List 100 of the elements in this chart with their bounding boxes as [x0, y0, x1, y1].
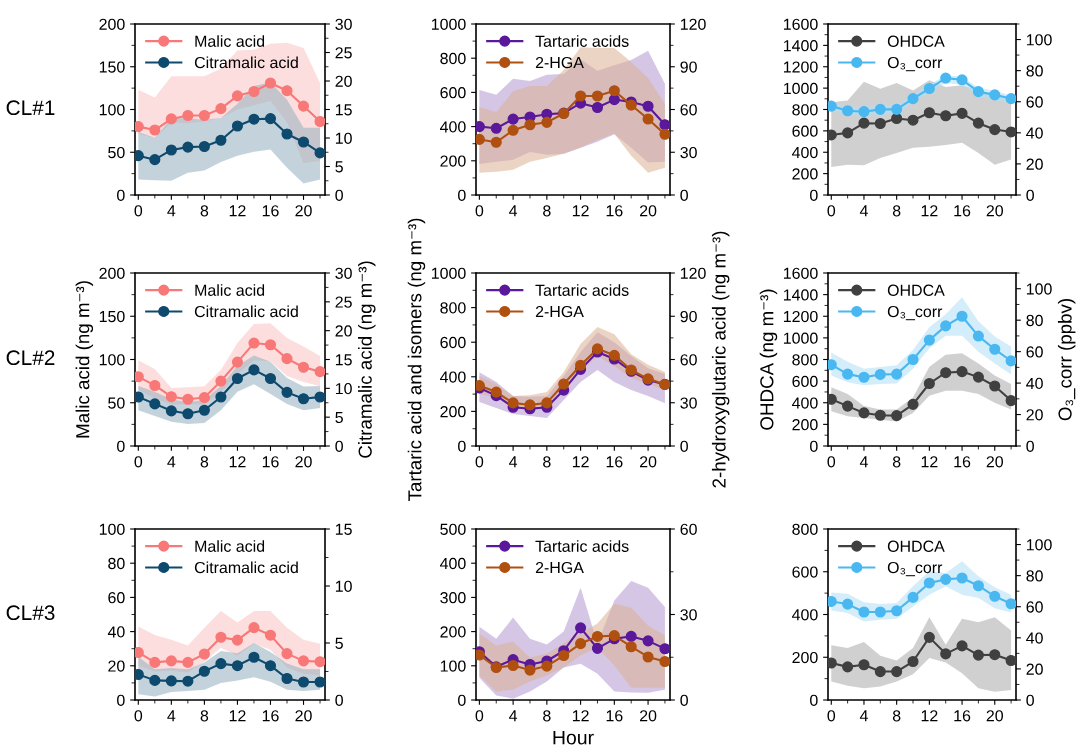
y2-tick-label: 15: [335, 354, 352, 366]
y-tick-label: 0: [458, 440, 466, 452]
y2-tick-label: 60: [680, 104, 697, 116]
x-tick-label: 0: [475, 456, 484, 468]
y-tick-label: 0: [810, 440, 818, 452]
y2-tick-label: 25: [335, 296, 352, 308]
y-tick-label: 400: [440, 557, 466, 570]
y2-tick-label: 0: [680, 440, 688, 452]
legend-label: O₃_corr: [887, 56, 943, 72]
x-tick-label: 8: [543, 456, 551, 468]
y2-tick-label: 5: [335, 637, 343, 649]
y2-tick-label: 20: [1026, 663, 1043, 675]
y-tick-label: 50: [108, 146, 125, 159]
y-tick-label: 400: [792, 609, 818, 621]
y2-tick-label: 10: [335, 132, 352, 144]
x-tick-label: 4: [859, 456, 868, 468]
x-tick-label: 0: [827, 205, 836, 217]
y2-tick-label: 0: [1026, 189, 1034, 201]
x-tick-label: 12: [921, 456, 938, 468]
x-tick-label: 4: [859, 205, 868, 217]
legend-label: OHDCA: [887, 540, 945, 552]
x-tick-label: 20: [295, 205, 312, 217]
x-tick-label: 4: [509, 205, 518, 217]
y2-tick-label: 0: [680, 694, 688, 706]
legend-label: Malic acid: [195, 284, 265, 296]
y-tick-label: 150: [99, 310, 125, 323]
x-tick-label: 8: [543, 205, 551, 217]
y2-tick-label: 120: [680, 267, 706, 279]
y2-tick-label: 60: [1026, 96, 1043, 108]
y2-tick-label: 0: [335, 694, 343, 706]
x-tick-label: 8: [543, 710, 551, 722]
y-tick-label: 600: [792, 566, 818, 578]
y-tick-label: 0: [810, 189, 818, 201]
x-tick-label: 20: [295, 456, 312, 468]
x-tick-label: 16: [954, 205, 971, 217]
y-tick-label: 200: [440, 626, 466, 638]
y2-tick-label: 40: [1026, 377, 1043, 390]
y-tick-label: 0: [117, 694, 125, 706]
x-tick-label: 4: [167, 205, 176, 217]
x-tick-label: 12: [572, 456, 589, 468]
x-tick-label: 0: [475, 710, 484, 722]
y-axis-title: OHDCA (ng m⁻³): [759, 289, 778, 430]
y2-axis-title: 2-hydroxyglutaric acid (ng m⁻³): [711, 231, 730, 488]
y2-tick-label: 0: [1026, 440, 1034, 452]
y2-tick-label: 80: [1026, 570, 1043, 582]
text: CL#3: [6, 605, 55, 621]
x-tick-label: 4: [167, 710, 176, 722]
y2-tick-label: 5: [335, 161, 343, 173]
y2-tick-label: 15: [335, 104, 352, 116]
legend-label: Tartaric acids: [535, 35, 629, 47]
x-tick-label: 16: [954, 456, 971, 468]
legend-label: 2-HGA: [535, 56, 584, 69]
x-tick-label: 8: [892, 456, 901, 468]
x-tick-label: 16: [606, 710, 623, 722]
y-tick-label: 400: [440, 371, 466, 383]
y2-tick-label: 60: [1026, 346, 1043, 358]
y-tick-label: 800: [792, 104, 818, 116]
legend-label: OHDCA: [887, 284, 945, 296]
x-tick-label: 16: [606, 456, 623, 468]
y-tick-label: 1000: [783, 82, 818, 95]
y-tick-label: 200: [792, 168, 818, 180]
x-tick-label: 20: [986, 456, 1004, 468]
y-tick-label: 600: [792, 375, 818, 388]
x-tick-label: 12: [921, 205, 938, 217]
y-axis-title: Tartaric acid and isomers (ng m⁻³): [407, 218, 426, 502]
y2-tick-label: 60: [1026, 601, 1043, 613]
y-tick-label: 600: [440, 87, 466, 99]
y2-tick-label: 30: [335, 267, 352, 279]
x-tick-label: 4: [859, 710, 868, 722]
y2-tick-label: 30: [680, 397, 697, 409]
y-tick-label: 800: [792, 354, 818, 366]
y-tick-label: 200: [792, 651, 818, 664]
x-tick-label: 12: [229, 456, 246, 468]
y2-tick-label: 90: [680, 310, 697, 323]
x-tick-label: 8: [200, 710, 209, 722]
legend-label: O₃_corr: [887, 305, 943, 321]
y-tick-label: 800: [440, 302, 466, 314]
x-tick-label: 20: [986, 710, 1004, 722]
y2-tick-label: 80: [1026, 314, 1043, 327]
y-tick-label: 1400: [783, 289, 818, 301]
y2-tick-label: 40: [1026, 632, 1043, 644]
y2-tick-label: 20: [335, 325, 352, 337]
x-tick-label: 12: [572, 710, 589, 722]
y2-tick-label: 25: [335, 47, 352, 59]
y-tick-label: 0: [458, 694, 466, 706]
y2-tick-label: 60: [680, 354, 697, 366]
y-tick-label: 20: [108, 660, 125, 672]
y2-tick-label: 30: [680, 609, 697, 621]
x-tick-label: 12: [229, 710, 246, 722]
y-tick-label: 100: [440, 660, 466, 672]
x-tick-label: 4: [167, 456, 176, 468]
y2-tick-label: 0: [680, 189, 688, 201]
y-tick-label: 500: [440, 523, 466, 535]
x-tick-label: 12: [572, 205, 589, 217]
y2-tick-label: 10: [335, 382, 352, 395]
y-tick-label: 1000: [783, 332, 818, 344]
y-axis-title: Malic acid (ng m⁻³): [75, 281, 94, 438]
y-tick-label: 150: [99, 61, 125, 73]
y-tick-label: 1200: [783, 61, 818, 73]
y-tick-label: 1200: [783, 310, 818, 323]
